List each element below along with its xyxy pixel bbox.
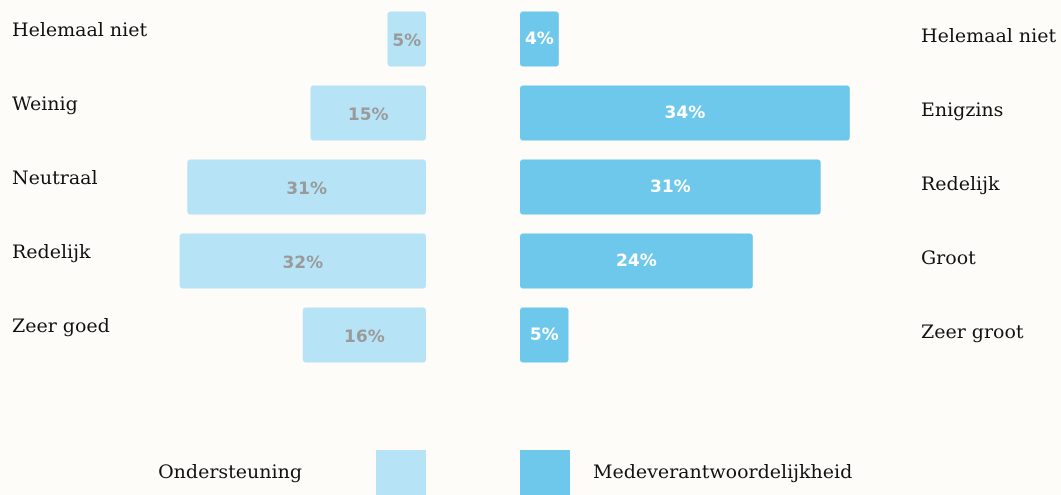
legend-label: Ondersteuning	[158, 461, 302, 483]
value-label: 16%	[344, 327, 385, 347]
value-label: 5%	[530, 325, 559, 345]
category-label: Neutraal	[12, 167, 98, 189]
value-label: 32%	[282, 253, 323, 273]
category-label: Weinig	[12, 93, 78, 115]
value-label: 5%	[392, 31, 421, 51]
category-label: Groot	[921, 247, 976, 269]
legend-swatch	[376, 450, 426, 495]
bar	[520, 233, 753, 289]
bar	[387, 11, 426, 67]
legend-label: Medeverantwoordelijkheid	[593, 461, 852, 483]
legend-swatch	[520, 450, 570, 495]
bar	[310, 85, 426, 141]
bar	[187, 159, 426, 215]
category-label: Helemaal niet	[921, 25, 1056, 47]
bar	[520, 11, 559, 67]
value-label: 24%	[616, 251, 657, 271]
category-label: Zeer goed	[12, 315, 110, 337]
bar	[302, 307, 426, 363]
bar	[520, 159, 821, 215]
category-label: Zeer groot	[921, 321, 1024, 343]
category-label: Redelijk	[921, 173, 1000, 195]
category-label: Enigzins	[921, 99, 1003, 121]
value-label: 31%	[286, 179, 327, 199]
category-label: Redelijk	[12, 241, 91, 263]
bar	[520, 307, 569, 363]
value-label: 4%	[525, 29, 554, 49]
value-label: 34%	[665, 103, 706, 123]
bar	[179, 233, 426, 289]
value-label: 31%	[650, 177, 691, 197]
category-label: Helemaal niet	[12, 19, 147, 41]
bar	[520, 85, 850, 141]
value-label: 15%	[348, 105, 389, 125]
